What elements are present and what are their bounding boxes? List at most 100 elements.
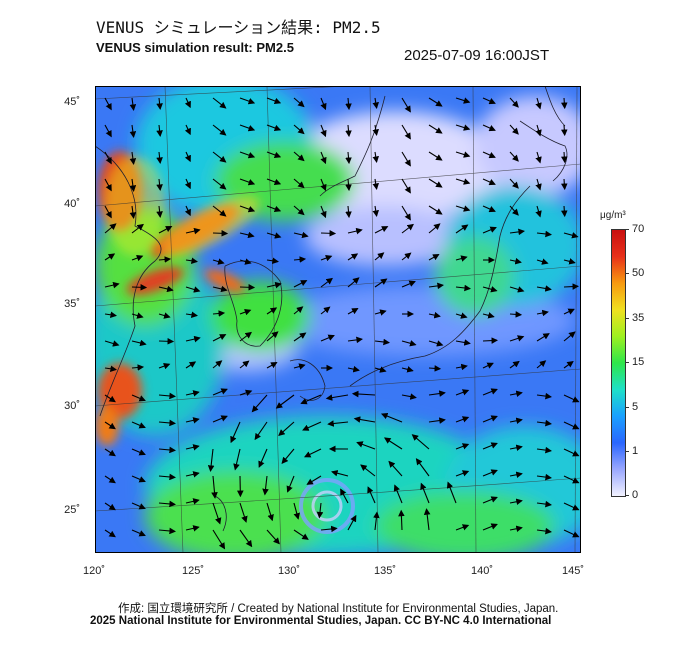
wind-arrow (347, 253, 359, 261)
wind-arrow (509, 498, 523, 505)
colorbar-tick-35: 35 (632, 312, 645, 324)
wind-arrow (482, 226, 497, 234)
wind-arrow (278, 421, 295, 437)
wind-arrow (509, 228, 525, 236)
wind-arrow (239, 258, 252, 265)
wind-arrow (347, 365, 360, 373)
colorbar-tick-1: 1 (632, 445, 639, 457)
credit-line: 作成: 国立環境研究所 / Created by National Instit… (118, 603, 559, 615)
wind-arrow (535, 178, 542, 191)
wind-arrow (212, 151, 227, 163)
colorbar (611, 229, 626, 497)
lon-label-120: 120˚ (82, 565, 106, 577)
wind-arrow (212, 285, 228, 293)
wind-arrow (320, 124, 327, 138)
wind-arrow (158, 392, 176, 400)
wind-arrow (212, 178, 227, 190)
wind-arrow (104, 529, 116, 538)
wind-arrow (482, 442, 498, 450)
wind-arrow (266, 97, 282, 105)
wind-arrow (293, 280, 308, 288)
wind-arrow (536, 333, 550, 342)
lon-label-125: 125˚ (181, 565, 205, 577)
wind-arrow (239, 124, 256, 132)
wind-arrow (293, 124, 305, 135)
wind-arrow (446, 481, 457, 504)
lat-label-25: 25˚ (64, 504, 80, 516)
wind-arrow (509, 444, 523, 451)
wind-arrow (185, 498, 200, 505)
wind-arrow (104, 281, 120, 289)
wind-arrow (239, 151, 256, 159)
wind-arrow (482, 312, 495, 319)
wind-arrow (266, 232, 282, 239)
wind-arrow (345, 178, 352, 192)
wind-arrow (258, 448, 268, 468)
wind-arrow (428, 223, 441, 234)
title-japanese: VENUS シミュレーション結果: PM2.5 (96, 18, 381, 37)
wind-arrow (266, 151, 282, 159)
wind-arrow (131, 223, 144, 234)
colorbar-tick-50: 50 (632, 267, 645, 279)
wind-arrow (374, 226, 389, 234)
wind-arrow (212, 205, 227, 217)
wind-arrow (536, 419, 552, 427)
lat-label-45: 45˚ (64, 96, 80, 108)
wind-arrow (131, 448, 146, 456)
wind-arrow (345, 97, 352, 111)
wind-arrow (104, 311, 117, 319)
colorbar-tick-mark (625, 362, 629, 363)
wind-arrow (401, 280, 416, 288)
wind-arrow (455, 97, 471, 104)
wind-arrow (455, 151, 471, 158)
wind-arrow (423, 508, 431, 531)
wind-arrow (347, 277, 360, 288)
wind-arrow (455, 178, 471, 185)
field-green-southeast (375, 491, 555, 553)
wind-arrow (185, 311, 198, 319)
wind-arrow (302, 421, 322, 431)
colorbar-tick-mark (625, 318, 629, 319)
wind-arrow (455, 224, 469, 234)
wind-arrow (184, 151, 191, 163)
wind-arrow (104, 448, 116, 457)
wind-arrow (482, 415, 498, 423)
wind-arrow (320, 97, 327, 111)
wind-arrow (345, 124, 352, 138)
wind-arrow (455, 524, 470, 531)
license-line: 2025 National Institute for Environmenta… (90, 615, 552, 627)
wind-arrow (131, 312, 144, 319)
wind-arrow (373, 511, 380, 531)
wind-arrow (104, 394, 116, 403)
wind-arrow (233, 448, 241, 471)
wind-arrow (455, 284, 471, 292)
wind-arrow (131, 254, 144, 262)
wind-arrow (327, 420, 349, 427)
wind-arrow (320, 334, 335, 342)
wind-arrow (104, 178, 112, 192)
wind-arrow (239, 178, 256, 186)
wind-arrow (561, 178, 568, 191)
wind-arrow (158, 256, 172, 263)
wind-arrow (185, 444, 200, 451)
field-green-japan (435, 236, 515, 316)
wind-arrow (509, 257, 522, 265)
lon-label-130: 130˚ (277, 565, 301, 577)
wind-arrow (482, 151, 496, 159)
lat-label-40: 40˚ (64, 198, 80, 210)
wind-arrow (360, 464, 376, 477)
wind-arrow (563, 394, 580, 403)
wind-arrow (212, 360, 223, 369)
wind-arrow (455, 124, 471, 131)
wind-arrow (509, 178, 519, 189)
wind-arrow (509, 151, 519, 162)
wind-arrow (536, 309, 549, 317)
colorbar-tick-mark (625, 451, 629, 452)
wind-arrow (266, 281, 282, 289)
wind-arrow (129, 178, 137, 192)
wind-arrow (374, 366, 387, 373)
wind-arrow (325, 394, 349, 401)
wind-arrow (563, 258, 576, 265)
wind-arrow (345, 151, 352, 165)
wind-arrow (509, 124, 519, 135)
